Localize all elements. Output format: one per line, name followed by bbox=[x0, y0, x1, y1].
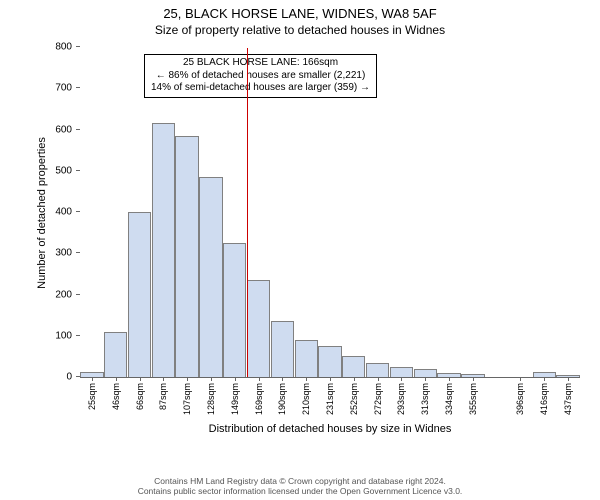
x-axis-label: Distribution of detached houses by size … bbox=[209, 423, 452, 435]
x-tick-label: 87sqm bbox=[158, 383, 168, 410]
annotation-box: 25 BLACK HORSE LANE: 166sqm ← 86% of det… bbox=[144, 54, 377, 98]
x-tick-label: 437sqm bbox=[563, 383, 573, 415]
x-tick-mark bbox=[401, 377, 402, 381]
plot-area: Number of detached properties Distributi… bbox=[80, 48, 580, 378]
x-tick-label: 25sqm bbox=[87, 383, 97, 410]
x-tick-mark bbox=[163, 377, 164, 381]
x-tick-mark bbox=[378, 377, 379, 381]
histogram-bar bbox=[414, 369, 437, 377]
y-tick-label: 100 bbox=[55, 330, 72, 341]
x-tick-mark bbox=[354, 377, 355, 381]
footer-attribution: Contains HM Land Registry data © Crown c… bbox=[0, 473, 600, 500]
y-tick-mark bbox=[76, 129, 80, 130]
histogram-bar bbox=[128, 212, 151, 377]
footer-line-1: Contains HM Land Registry data © Crown c… bbox=[6, 476, 594, 486]
y-tick-mark bbox=[76, 46, 80, 47]
x-tick-mark bbox=[520, 377, 521, 381]
x-tick-mark bbox=[568, 377, 569, 381]
footer-line-2: Contains public sector information licen… bbox=[6, 486, 594, 496]
annotation-line-1: 25 BLACK HORSE LANE: 166sqm bbox=[151, 57, 370, 70]
histogram-bar bbox=[295, 340, 318, 377]
x-tick-mark bbox=[425, 377, 426, 381]
x-tick-label: 416sqm bbox=[539, 383, 549, 415]
histogram-bar bbox=[247, 280, 270, 377]
x-tick-label: 313sqm bbox=[420, 383, 430, 415]
x-tick-mark bbox=[259, 377, 260, 381]
page-subtitle: Size of property relative to detached ho… bbox=[0, 21, 600, 37]
y-tick-label: 400 bbox=[55, 207, 72, 218]
x-tick-label: 355sqm bbox=[468, 383, 478, 415]
x-tick-label: 169sqm bbox=[254, 383, 264, 415]
x-tick-mark bbox=[211, 377, 212, 381]
x-tick-label: 252sqm bbox=[349, 383, 359, 415]
x-tick-mark bbox=[306, 377, 307, 381]
histogram-bar bbox=[175, 136, 198, 377]
x-tick-mark bbox=[449, 377, 450, 381]
x-tick-label: 66sqm bbox=[135, 383, 145, 410]
y-tick-label: 200 bbox=[55, 289, 72, 300]
histogram-bar bbox=[318, 346, 341, 377]
x-tick-label: 210sqm bbox=[301, 383, 311, 415]
histogram-bar bbox=[366, 363, 389, 377]
x-tick-mark bbox=[92, 377, 93, 381]
reference-line bbox=[247, 48, 248, 377]
y-tick-label: 500 bbox=[55, 165, 72, 176]
histogram-bar bbox=[271, 321, 294, 377]
x-tick-mark bbox=[544, 377, 545, 381]
histogram-bar bbox=[199, 177, 222, 377]
x-tick-mark bbox=[116, 377, 117, 381]
annotation-line-2: ← 86% of detached houses are smaller (2,… bbox=[151, 70, 370, 83]
x-tick-mark bbox=[473, 377, 474, 381]
histogram-bar bbox=[390, 367, 413, 377]
histogram-bar bbox=[152, 123, 175, 377]
y-tick-mark bbox=[76, 335, 80, 336]
x-tick-label: 231sqm bbox=[325, 383, 335, 415]
y-tick-label: 700 bbox=[55, 83, 72, 94]
y-tick-mark bbox=[76, 294, 80, 295]
histogram-chart: Number of detached properties Distributi… bbox=[48, 44, 584, 422]
y-tick-label: 0 bbox=[66, 372, 72, 383]
x-tick-mark bbox=[187, 377, 188, 381]
histogram-bar bbox=[342, 356, 365, 377]
y-axis-label: Number of detached properties bbox=[36, 137, 48, 289]
x-tick-label: 107sqm bbox=[182, 383, 192, 415]
x-tick-label: 272sqm bbox=[373, 383, 383, 415]
y-tick-label: 800 bbox=[55, 42, 72, 53]
page-title: 25, BLACK HORSE LANE, WIDNES, WA8 5AF bbox=[0, 0, 600, 21]
x-tick-label: 46sqm bbox=[111, 383, 121, 410]
x-tick-mark bbox=[235, 377, 236, 381]
x-tick-label: 128sqm bbox=[206, 383, 216, 415]
x-tick-mark bbox=[330, 377, 331, 381]
histogram-bar bbox=[223, 243, 246, 377]
y-tick-label: 600 bbox=[55, 124, 72, 135]
x-tick-label: 396sqm bbox=[515, 383, 525, 415]
x-tick-label: 293sqm bbox=[396, 383, 406, 415]
x-tick-mark bbox=[282, 377, 283, 381]
histogram-bar bbox=[104, 332, 127, 377]
y-tick-label: 300 bbox=[55, 248, 72, 259]
y-tick-mark bbox=[76, 87, 80, 88]
y-tick-mark bbox=[76, 211, 80, 212]
y-tick-mark bbox=[76, 170, 80, 171]
x-tick-label: 149sqm bbox=[230, 383, 240, 415]
x-tick-label: 334sqm bbox=[444, 383, 454, 415]
annotation-line-3: 14% of semi-detached houses are larger (… bbox=[151, 82, 370, 95]
y-tick-mark bbox=[76, 252, 80, 253]
x-tick-mark bbox=[140, 377, 141, 381]
x-tick-label: 190sqm bbox=[277, 383, 287, 415]
